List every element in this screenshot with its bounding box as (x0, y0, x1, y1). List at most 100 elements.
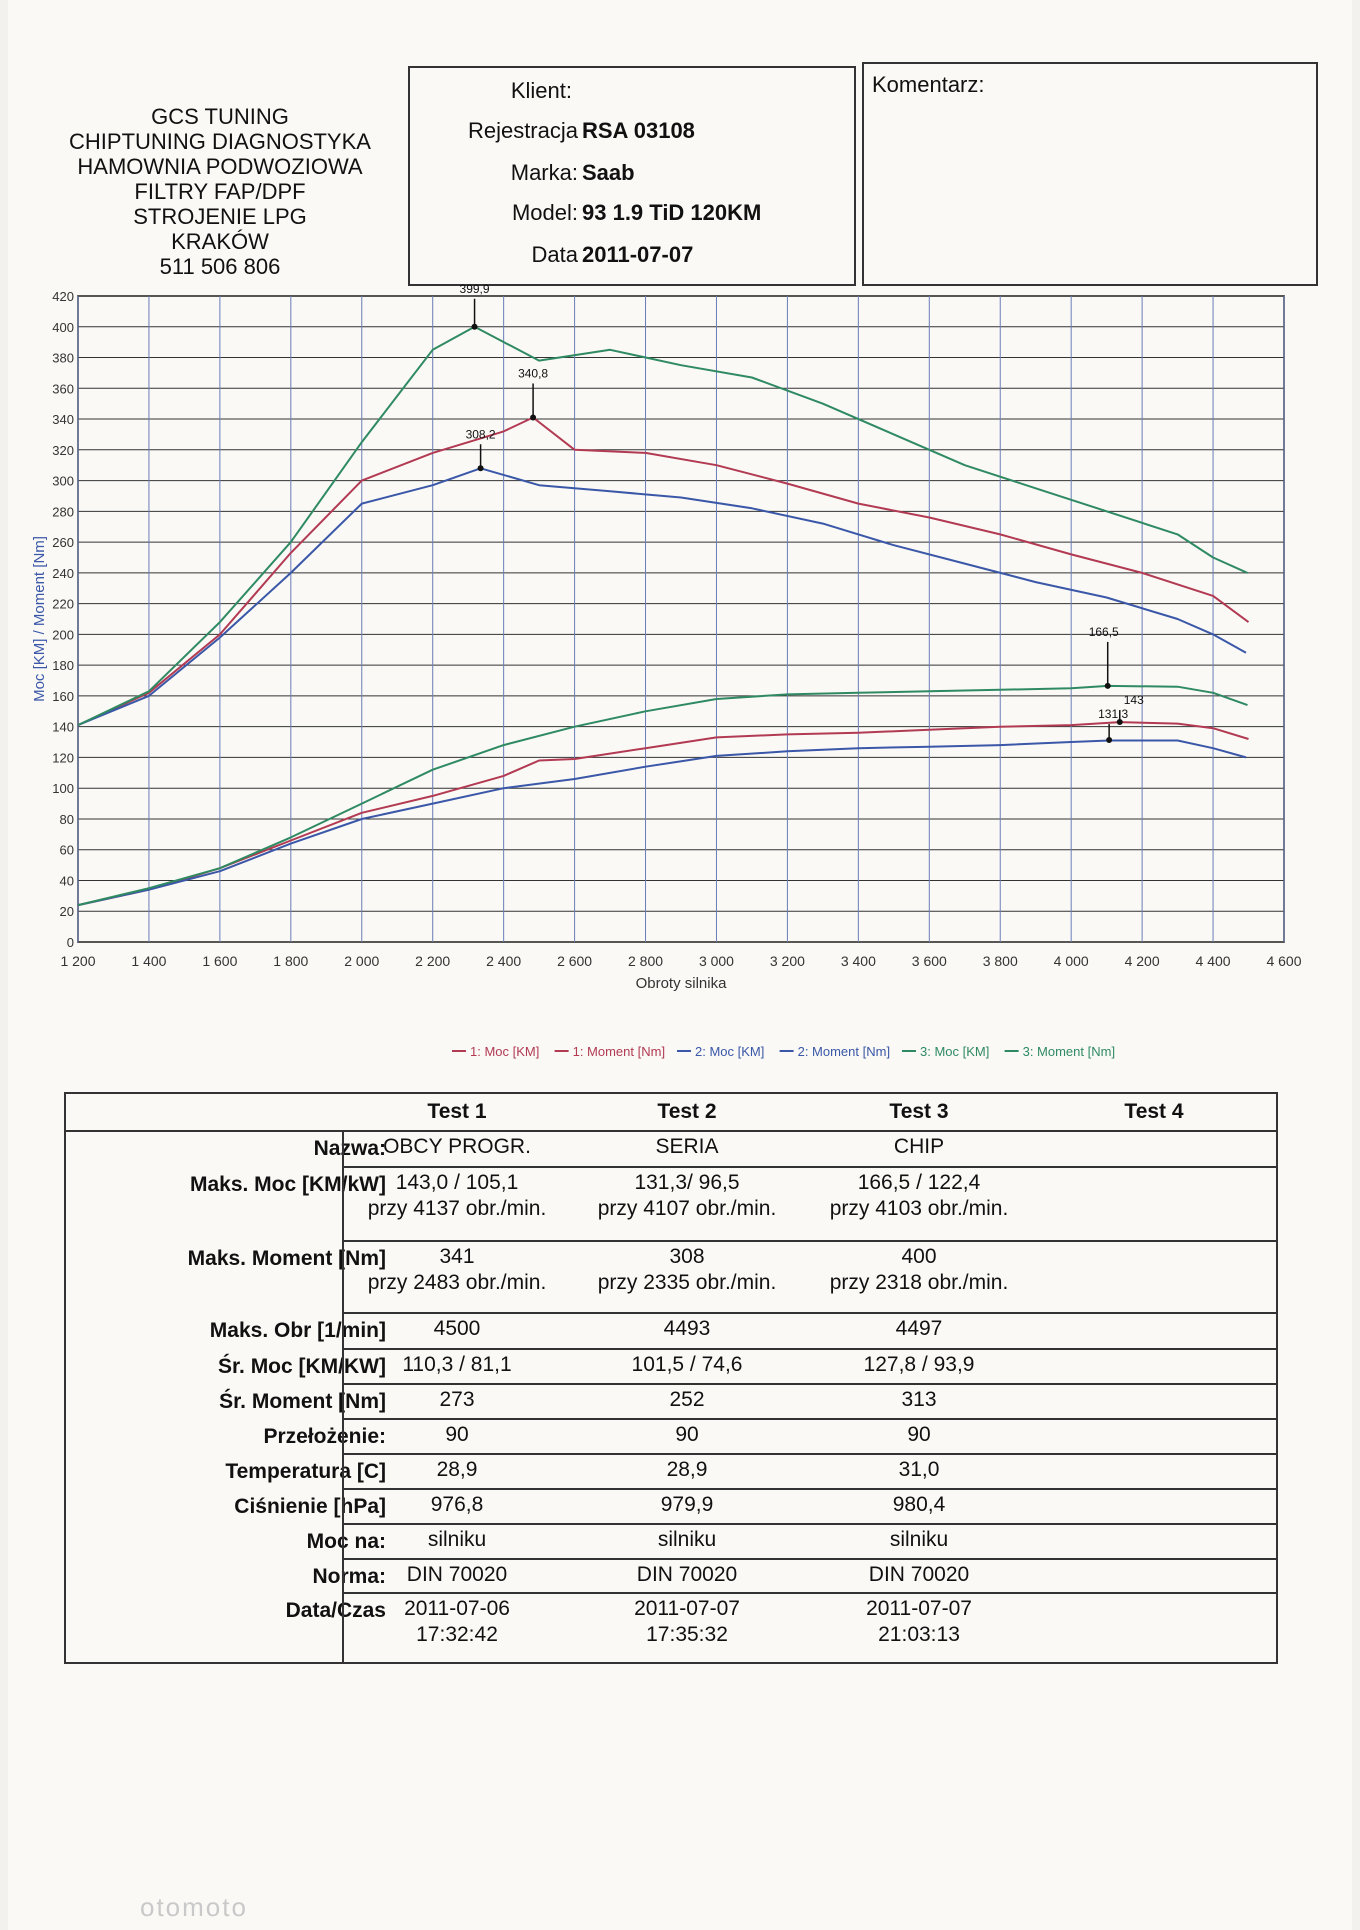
x-tick-label: 2 400 (486, 953, 521, 969)
dyno-report-sheet (8, 0, 1352, 1930)
row-label: Śr. Moc [KM/KW] (218, 1355, 386, 1378)
model-row: Model: 93 1.9 TiD 120KM (410, 196, 858, 230)
row-divider (342, 1523, 1276, 1525)
y-tick-label: 0 (67, 935, 74, 950)
x-tick-label: 2 200 (415, 953, 450, 969)
row-divider (342, 1348, 1276, 1350)
cell-sub-value: przy 4137 obr./min. (367, 1197, 547, 1220)
dyno-chart: 0 20 40 60 80 100 120 140 160 180 200 220 240 260 280 3… (31, 282, 1302, 1059)
legend-entry: 1: Moc [KM] (470, 1044, 539, 1059)
y-tick-label: 280 (52, 504, 74, 519)
company-line: CHIPTUNING DIAGNOSTYKA (69, 129, 371, 154)
legend-entry: 3: Moment [Nm] (1023, 1044, 1115, 1059)
registration-row: Rejestracja RSA 03108 (410, 114, 858, 148)
cell-sub-value: przy 2483 obr./min. (367, 1271, 547, 1294)
x-axis-label: Obroty silnika (636, 975, 728, 992)
cell-value: DIN 70020 (868, 1563, 970, 1586)
cell-value: 166,5 / 122,4 (857, 1171, 981, 1194)
company-line: FILTRY FAP/DPF (134, 179, 306, 204)
company-line: STROJENIE LPG (133, 204, 307, 229)
series-line-6 (77, 325, 1248, 727)
cell-value: 131,3/ 96,5 (634, 1171, 740, 1194)
row-label: Temperatura [C] (225, 1460, 386, 1483)
y-tick-label: 420 (52, 289, 74, 304)
row-label: Przełożenie: (263, 1425, 386, 1448)
x-tick-label: 3 400 (841, 953, 876, 969)
make-row: Marka: Saab (410, 156, 858, 190)
x-tick-label: 3 800 (983, 953, 1018, 969)
row-divider (342, 1558, 1276, 1560)
cell-value: silniku (889, 1528, 949, 1551)
row-label: Śr. Moment [Nm] (219, 1390, 386, 1413)
cell-value: 252 (669, 1388, 705, 1411)
row-divider (342, 1592, 1276, 1594)
make-label: Marka: (510, 160, 578, 185)
x-tick-label: 2 000 (344, 953, 379, 969)
footer-watermark: otomoto (140, 1892, 248, 1922)
date-value: 2011-07-07 (582, 242, 694, 267)
model-label: Model: (511, 200, 578, 225)
results-table: Test 1 Test 2 Test 3 Test 4 Nazwa: OBCY PROGR… (64, 1092, 1278, 1664)
client-label: Klient: (510, 78, 572, 103)
y-tick-label: 80 (60, 812, 74, 827)
x-tick-label: 3 600 (912, 953, 947, 969)
row-label: Maks. Moment [Nm] (187, 1247, 386, 1270)
registration-label: Rejestracja (467, 118, 578, 143)
annotation-label: 143 (1124, 693, 1144, 707)
annotation-point (477, 465, 484, 472)
cell-value: 90 (675, 1423, 699, 1446)
row-label: Maks. Obr [1/min] (209, 1319, 386, 1342)
cell-value: 4500 (433, 1317, 481, 1340)
x-tick-label: 4 200 (1125, 953, 1160, 969)
cell-value: silniku (657, 1528, 717, 1551)
cell-value: 4497 (895, 1317, 943, 1340)
date-row: Data 2011-07-07 (410, 238, 858, 272)
cell-value: 2011-07-07 (634, 1597, 740, 1620)
x-tick-label: 3 200 (770, 953, 805, 969)
x-tick-label: 1 800 (273, 953, 308, 969)
x-tick-label: 3 000 (699, 953, 734, 969)
y-tick-label: 340 (52, 412, 74, 427)
cell-sub-value: przy 4103 obr./min. (829, 1197, 1009, 1220)
y-tick-label: 400 (52, 320, 74, 335)
model-value: 93 1.9 TiD 120KM (582, 200, 762, 225)
legend-entry: 2: Moc [KM] (695, 1044, 764, 1059)
row-divider (342, 1488, 1276, 1490)
x-tick-label: 1 600 (202, 953, 237, 969)
y-tick-label: 40 (60, 873, 74, 888)
row-label: Maks. Moc [KM/kW] (189, 1173, 386, 1196)
legend-entry: 3: Moc [KM] (920, 1044, 989, 1059)
cell-value: 341 (439, 1245, 475, 1268)
cell-sub-value: 17:32:42 (416, 1623, 498, 1646)
company-line: KRAKÓW (171, 229, 269, 254)
column-header: Test 4 (1124, 1100, 1184, 1123)
x-tick-label: 2 600 (557, 953, 592, 969)
cell-value: 979,9 (660, 1493, 714, 1516)
y-tick-label: 220 (52, 597, 74, 612)
row-divider (342, 1383, 1276, 1385)
cell-value: 127,8 / 93,9 (863, 1353, 975, 1376)
series-line-4 (77, 467, 1247, 727)
row-label: Ciśnienie [hPa] (234, 1495, 386, 1518)
registration-value: RSA 03108 (582, 118, 695, 143)
header-divider (66, 1130, 1276, 1132)
cell-value: 28,9 (666, 1458, 708, 1481)
y-tick-label: 300 (52, 474, 74, 489)
cell-value: 31,0 (898, 1458, 940, 1481)
client-row: Klient: (410, 74, 858, 108)
annotation-label: 399,9 (460, 282, 490, 296)
annotation-label: 340,8 (518, 367, 548, 381)
cell-value: 101,5 / 74,6 (631, 1353, 743, 1376)
comment-label: Komentarz: (872, 72, 985, 97)
legend-entry: 2: Moment [Nm] (798, 1044, 890, 1059)
cell-sub-value: przy 2318 obr./min. (829, 1271, 1009, 1294)
y-tick-label: 160 (52, 689, 74, 704)
chart-grid (77, 295, 1285, 943)
series-line-1 (77, 721, 1249, 907)
cell-sub-value: przy 2335 obr./min. (597, 1271, 777, 1294)
y-tick-label: 20 (60, 904, 74, 919)
comment-box: Komentarz: (862, 62, 1318, 286)
y-tick-label: 260 (52, 535, 74, 550)
y-tick-label: 380 (52, 351, 74, 366)
